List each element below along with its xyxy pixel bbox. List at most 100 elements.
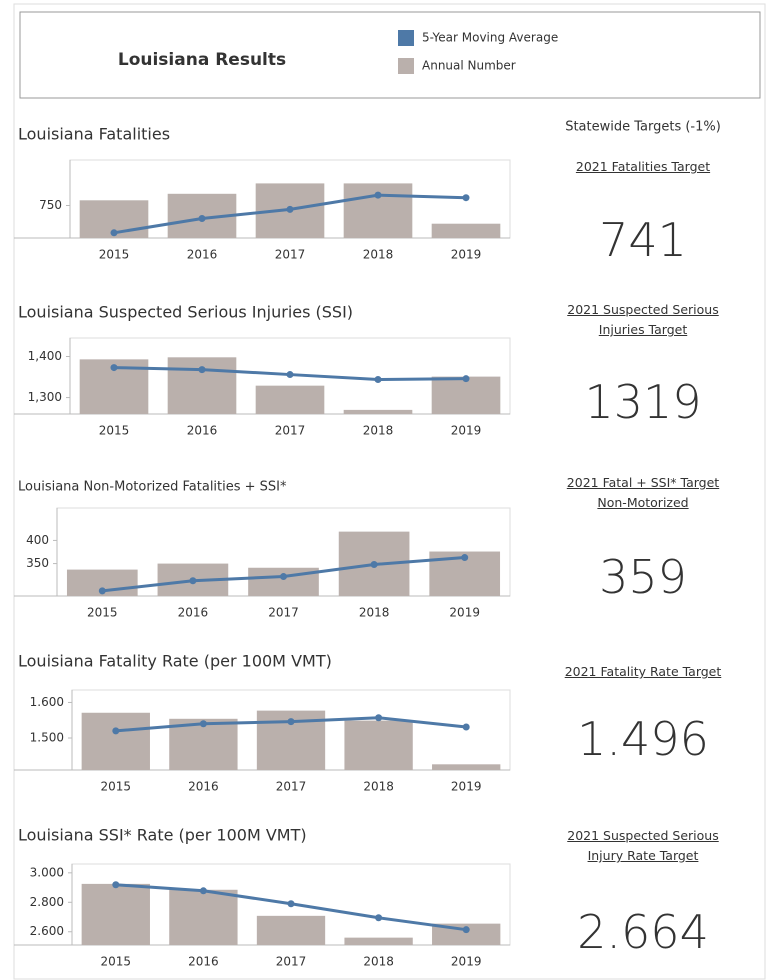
- y-tick-label: 1.500: [30, 731, 64, 745]
- x-tick-label: 2016: [187, 248, 218, 262]
- bar: [432, 923, 501, 945]
- bar: [81, 712, 150, 770]
- y-tick-label: 400: [26, 533, 49, 547]
- bar: [432, 764, 501, 770]
- bar: [431, 376, 501, 414]
- line-point: [374, 375, 382, 383]
- bar: [256, 915, 326, 945]
- chart-title: Louisiana SSI* Rate (per 100M VMT): [18, 826, 307, 845]
- y-tick-label: 1,300: [28, 390, 62, 404]
- line-point: [198, 366, 206, 374]
- bar: [167, 357, 237, 414]
- line-point: [375, 914, 383, 922]
- series: [110, 191, 470, 237]
- bar: [343, 409, 413, 414]
- bar: [255, 385, 325, 414]
- bar: [431, 223, 501, 238]
- line-point: [199, 720, 207, 728]
- line-point: [370, 561, 378, 569]
- legend-swatch: [398, 58, 414, 74]
- line-point: [112, 727, 120, 735]
- y-tick-label: 1.600: [30, 695, 64, 709]
- series: [79, 357, 501, 414]
- line-point: [286, 371, 294, 379]
- target-label: 2021 Fatality Rate Target: [564, 664, 722, 679]
- panel-border: [13, 3, 766, 980]
- x-tick-label: 2015: [101, 780, 132, 794]
- series: [110, 364, 470, 383]
- x-tick-label: 2015: [101, 955, 132, 969]
- line-point: [189, 577, 197, 585]
- targets-heading: Statewide Targets (-1%): [565, 120, 721, 135]
- y-tick-label: 2.600: [30, 924, 64, 938]
- series: [112, 881, 470, 934]
- chart-title: Louisiana Non-Motorized Fatalities + SSI…: [18, 480, 287, 495]
- x-tick-label: 2017: [275, 248, 306, 262]
- line-point: [287, 718, 295, 726]
- bar: [344, 720, 413, 770]
- y-tick-label: 1,400: [28, 349, 62, 363]
- x-tick-label: 2019: [449, 606, 480, 620]
- bar: [343, 183, 413, 238]
- series: [81, 883, 501, 945]
- line-point: [374, 191, 382, 199]
- y-tick-label: 2.800: [30, 895, 64, 909]
- x-tick-label: 2016: [188, 780, 219, 794]
- y-tick-label: 350: [26, 556, 49, 570]
- x-tick-label: 2017: [276, 955, 307, 969]
- line-point: [462, 926, 470, 934]
- chart-title: Louisiana Fatalities: [18, 125, 170, 144]
- x-tick-label: 2019: [451, 248, 482, 262]
- x-tick-label: 2018: [359, 606, 390, 620]
- target-label: 2021 Suspected Serious Injury Rate Targe…: [567, 828, 719, 863]
- y-tick-label: 3.000: [30, 865, 64, 879]
- line-point: [375, 714, 383, 722]
- target-label: 2021 Suspected Serious Injuries Target: [567, 302, 719, 337]
- header-title: Louisiana Results: [118, 50, 286, 70]
- bar: [81, 883, 150, 945]
- x-tick-label: 2018: [363, 780, 394, 794]
- line-point: [112, 881, 120, 889]
- x-tick-label: 2017: [268, 606, 299, 620]
- x-tick-label: 2018: [363, 424, 394, 438]
- target-value: 2.664: [577, 905, 709, 959]
- x-tick-label: 2015: [99, 424, 130, 438]
- line-point: [110, 364, 118, 372]
- legend-swatch: [398, 30, 414, 46]
- target-label: 2021 Fatalities Target: [575, 159, 711, 174]
- chart-title: Louisiana Fatality Rate (per 100M VMT): [18, 652, 332, 671]
- target-value: 741: [599, 213, 687, 267]
- line-point: [280, 573, 287, 581]
- x-tick-label: 2019: [451, 955, 482, 969]
- x-tick-label: 2017: [276, 780, 307, 794]
- x-tick-label: 2018: [363, 248, 394, 262]
- line-point: [461, 554, 469, 562]
- header-box: [19, 11, 761, 99]
- target-value: 1319: [584, 375, 702, 429]
- line-point: [199, 887, 207, 895]
- target-value: 1.496: [577, 712, 709, 766]
- line-point: [462, 375, 470, 383]
- x-tick-label: 2015: [87, 606, 118, 620]
- x-tick-label: 2019: [451, 424, 482, 438]
- line-point: [462, 194, 470, 202]
- line-point: [98, 587, 106, 595]
- x-tick-label: 2016: [188, 955, 219, 969]
- series: [81, 710, 501, 770]
- line-point: [198, 215, 206, 222]
- bar: [169, 718, 238, 770]
- series: [98, 554, 469, 595]
- y-tick-label: 750: [39, 198, 62, 212]
- target-value: 359: [599, 550, 687, 604]
- bar: [169, 889, 238, 945]
- legend-label: Annual Number: [422, 59, 516, 73]
- legend-label: 5-Year Moving Average: [422, 31, 558, 45]
- series: [112, 714, 470, 735]
- line-point: [287, 900, 295, 908]
- x-tick-label: 2015: [99, 248, 130, 262]
- x-tick-label: 2016: [187, 424, 218, 438]
- line-point: [462, 723, 470, 731]
- line-point: [110, 229, 118, 237]
